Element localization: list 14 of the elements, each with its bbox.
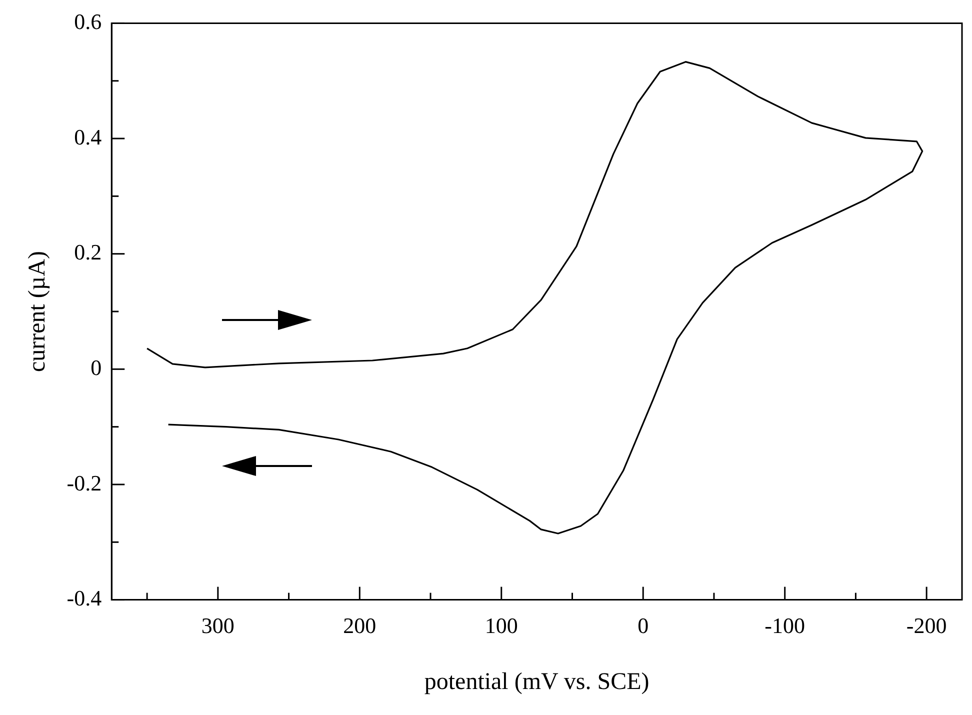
x-tick-label: -100 [764,612,806,638]
y-tick-label: 0 [90,354,102,380]
y-tick-label: -0.4 [66,586,102,611]
y-tick-label: -0.2 [66,470,102,496]
y-tick-label: 0.6 [74,8,102,34]
x-tick-label: -200 [906,612,947,638]
y-tick-label: 0.2 [74,240,102,265]
x-tick-label: 200 [343,612,376,638]
x-tick-label: 100 [484,612,518,638]
y-tick-label: 0.4 [74,124,102,150]
x-tick-label: 0 [638,612,649,638]
x-tick-label: 300 [201,612,234,638]
x-axis-title: potential (mV vs. SCE) [424,668,650,695]
y-axis-title: current (µA) [24,250,51,372]
